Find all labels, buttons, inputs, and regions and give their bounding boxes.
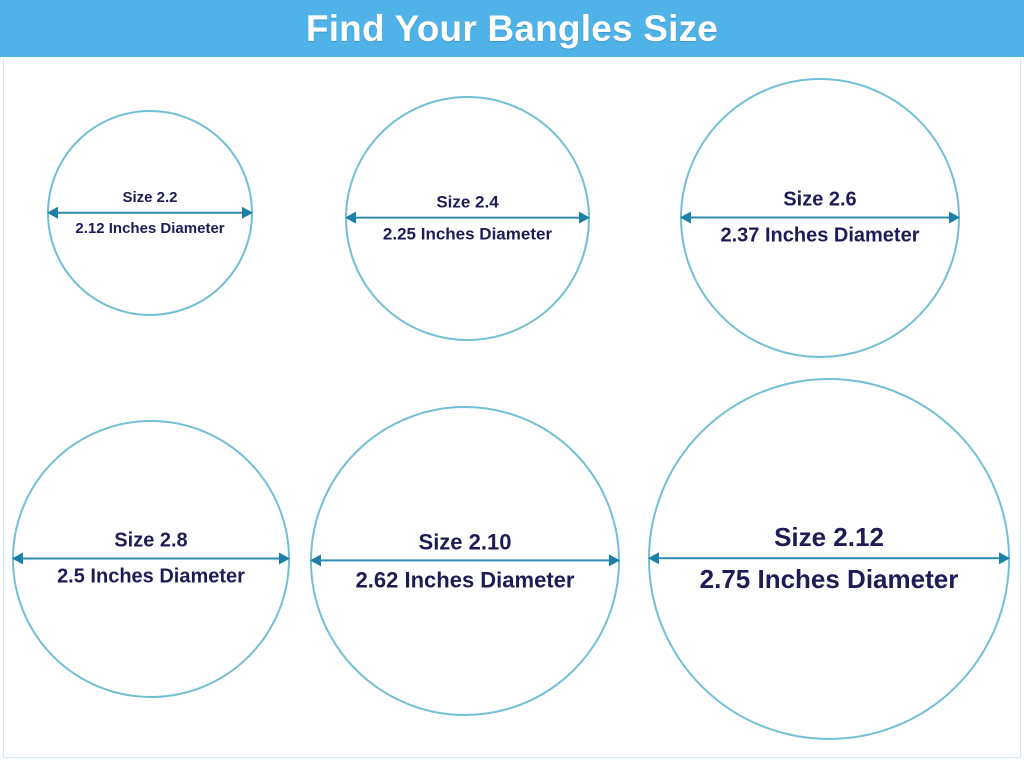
size-label: Size 2.6 [783, 188, 857, 211]
diameter-label: 2.62 Inches Diameter [355, 567, 575, 593]
arrow-head-right-icon [609, 554, 620, 567]
arrow-line [56, 211, 244, 214]
arrow-line [354, 217, 581, 219]
diameter-label: 2.25 Inches Diameter [382, 225, 553, 244]
header-banner: Find Your Bangles Size [0, 0, 1024, 57]
diameter-arrow-icon [648, 552, 1010, 566]
diameter-arrow-icon [345, 211, 590, 225]
arrow-head-left-icon [47, 206, 58, 219]
arrow-line [689, 216, 951, 219]
arrow-line [21, 557, 281, 560]
size-circle-2-8[interactable]: Size 2.8 2.5 Inches Diameter [12, 420, 290, 698]
size-label: Size 2.2 [122, 188, 178, 206]
size-circle-2-10[interactable]: Size 2.10 2.62 Inches Diameter [310, 406, 620, 716]
size-label: Size 2.8 [114, 529, 188, 552]
arrow-head-left-icon [680, 211, 691, 224]
size-circle-2-12[interactable]: Size 2.12 2.75 Inches Diameter [648, 378, 1010, 740]
measurement-group: Size 2.10 2.62 Inches Diameter [310, 529, 620, 593]
arrow-head-right-icon [999, 552, 1010, 565]
size-label: Size 2.4 [436, 192, 499, 212]
arrow-head-left-icon [648, 552, 659, 565]
arrow-head-left-icon [345, 212, 356, 224]
size-circle-2-4[interactable]: Size 2.4 2.25 Inches Diameter [345, 96, 590, 341]
size-circle-2-6[interactable]: Size 2.6 2.37 Inches Diameter [680, 78, 960, 358]
arrow-head-left-icon [310, 554, 321, 567]
diameter-arrow-icon [310, 554, 620, 568]
arrow-head-right-icon [579, 212, 590, 224]
diameter-label: 2.12 Inches Diameter [75, 219, 225, 237]
measurement-group: Size 2.4 2.25 Inches Diameter [345, 193, 590, 244]
diameter-label: 2.5 Inches Diameter [57, 565, 245, 588]
size-label: Size 2.10 [418, 529, 512, 555]
page-title: Find Your Bangles Size [305, 8, 719, 49]
size-label: Size 2.12 [774, 522, 884, 553]
arrow-head-left-icon [12, 552, 23, 565]
arrow-line [319, 559, 611, 562]
size-circle-2-2[interactable]: Size 2.2 2.12 Inches Diameter [47, 110, 253, 316]
arrow-head-right-icon [242, 206, 253, 219]
arrow-head-right-icon [949, 211, 960, 224]
measurement-group: Size 2.6 2.37 Inches Diameter [680, 188, 960, 247]
measurement-group: Size 2.12 2.75 Inches Diameter [648, 522, 1010, 595]
measurement-group: Size 2.2 2.12 Inches Diameter [47, 188, 253, 237]
diameter-arrow-icon [12, 552, 290, 566]
diameter-arrow-icon [47, 206, 253, 220]
measurement-group: Size 2.8 2.5 Inches Diameter [12, 529, 290, 588]
arrow-line [657, 557, 1001, 560]
diameter-arrow-icon [680, 211, 960, 225]
diameter-label: 2.37 Inches Diameter [720, 224, 920, 247]
diameter-label: 2.75 Inches Diameter [699, 564, 959, 595]
arrow-head-right-icon [279, 552, 290, 565]
